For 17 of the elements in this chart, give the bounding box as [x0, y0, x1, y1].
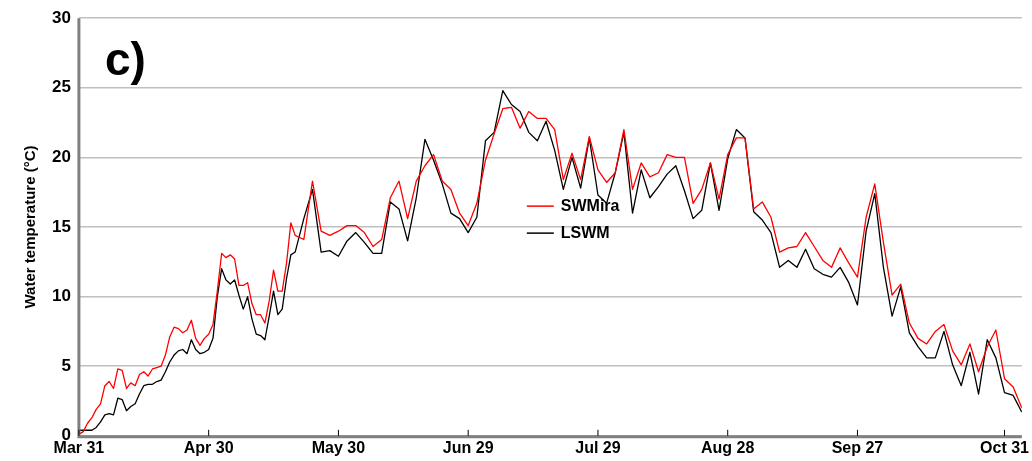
y-tick-label: 20: [51, 147, 71, 167]
x-tick-label: Sep 27: [831, 438, 884, 456]
x-tick-label: Oct 31: [980, 438, 1030, 456]
y-tick-label: 15: [51, 216, 71, 236]
x-tick-label: Aug 28: [701, 438, 755, 456]
legend-label: LSWM: [560, 223, 610, 241]
y-tick-label: 30: [51, 7, 71, 27]
y-axis-title: Water temperature (°C): [21, 145, 39, 309]
x-tick-label: Jul 29: [575, 438, 621, 456]
x-tick-label: May 30: [311, 438, 366, 456]
x-tick-label: Jun 29: [442, 438, 494, 456]
chart-title: c): [104, 33, 146, 86]
y-tick-label: 10: [51, 286, 71, 306]
y-tick-label: 5: [61, 355, 71, 375]
y-tick-label: 25: [51, 77, 71, 97]
legend-label: SWMira: [560, 196, 620, 214]
x-tick-label: Apr 30: [183, 438, 234, 456]
